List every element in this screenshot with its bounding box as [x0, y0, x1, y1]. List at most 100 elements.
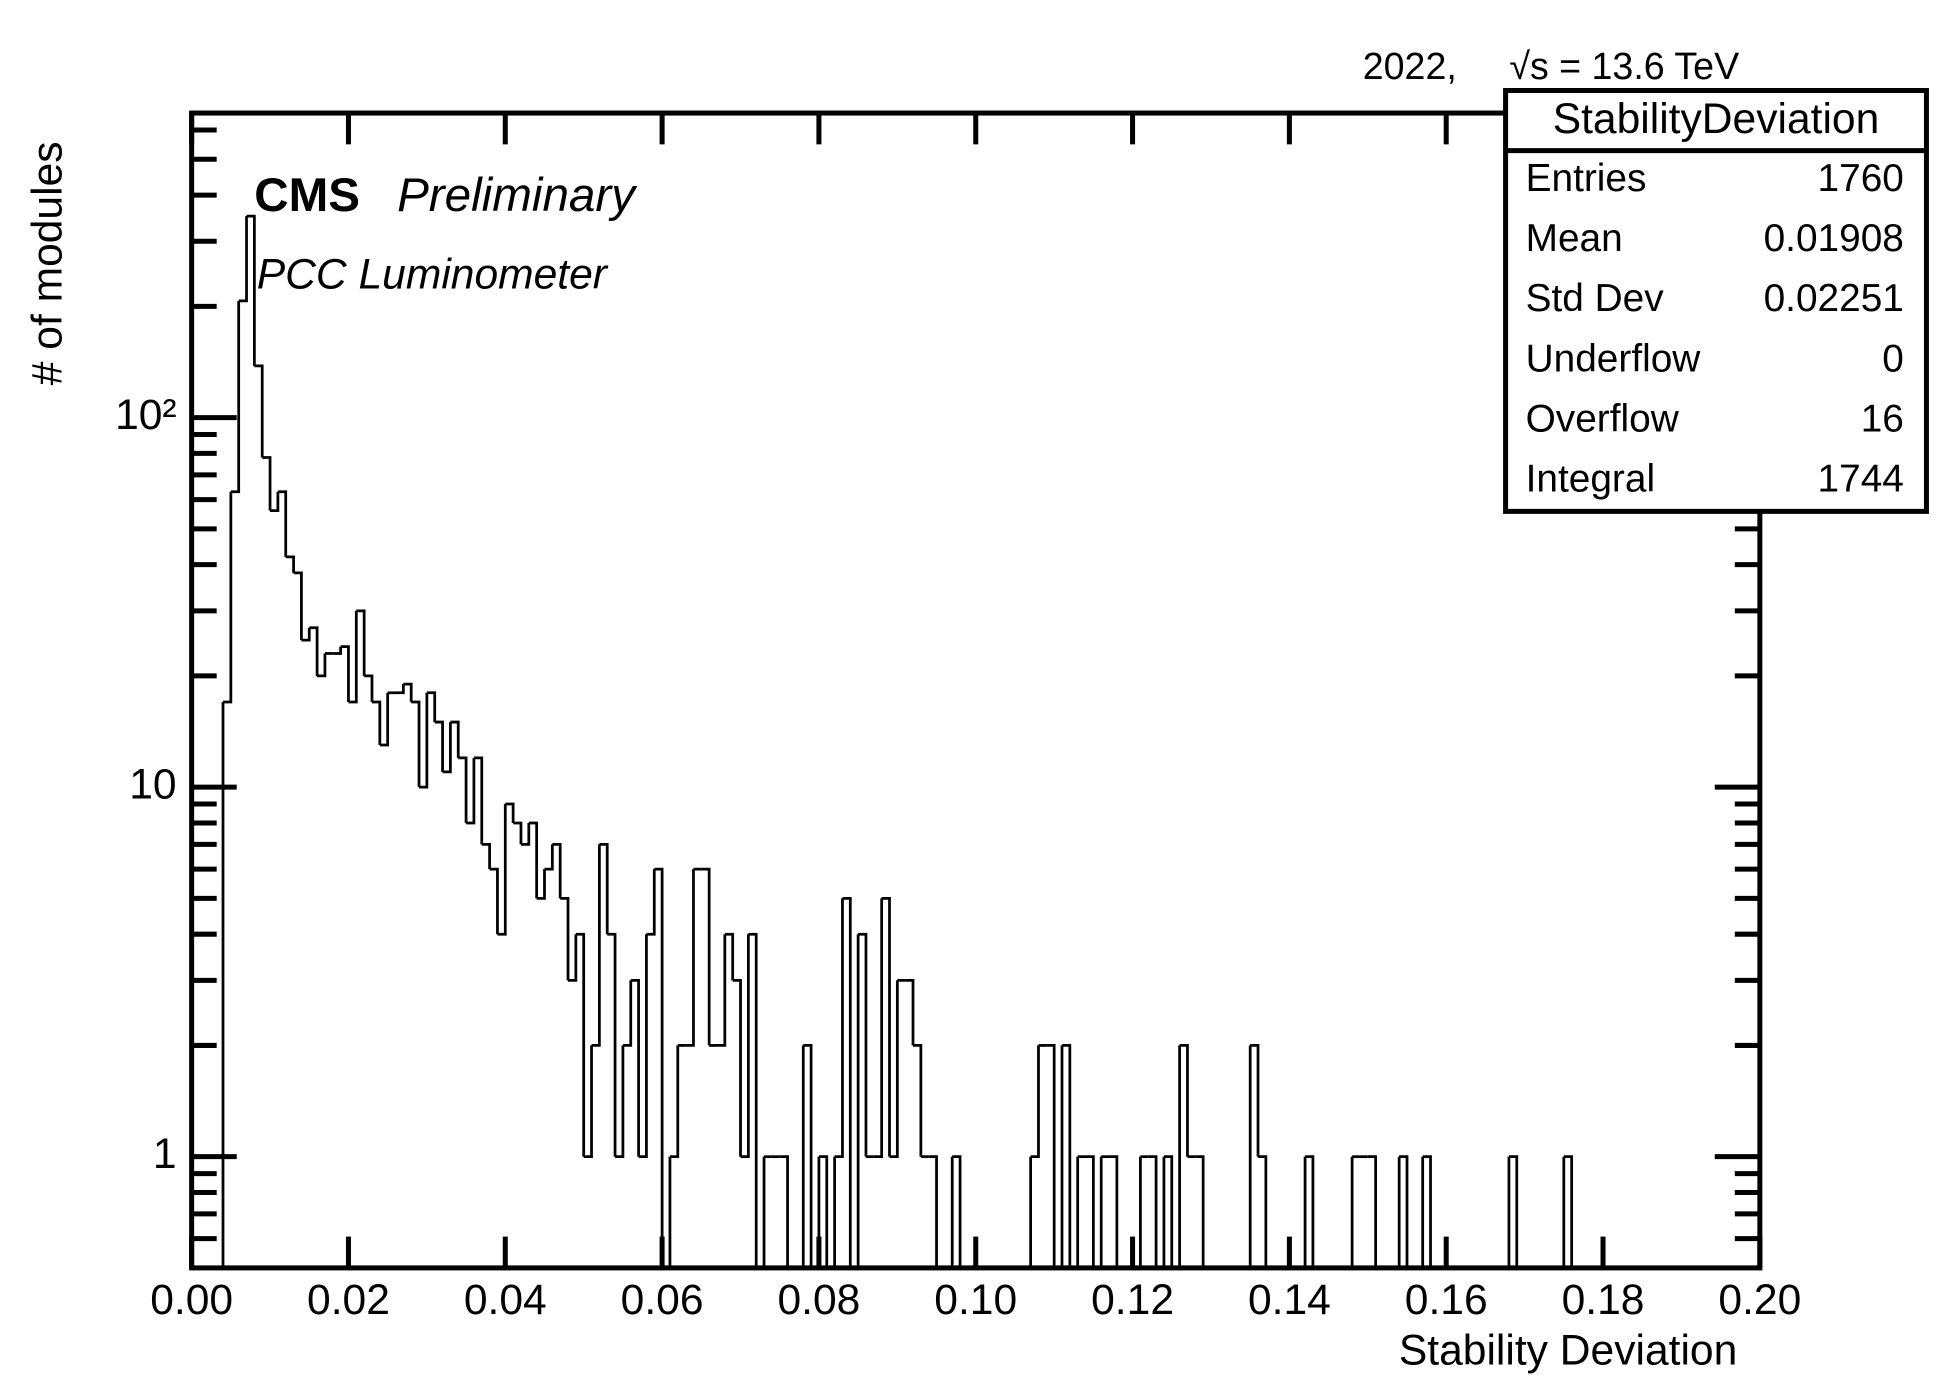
histogram-bin	[348, 610, 358, 704]
histogram-bin	[552, 843, 562, 899]
histogram-bin	[340, 645, 350, 702]
histogram-bin	[599, 843, 609, 935]
histogram-bin	[560, 897, 570, 981]
stats-label: Entries	[1526, 157, 1647, 200]
histogram-bin	[1258, 1155, 1268, 1268]
histogram-bin	[270, 491, 280, 513]
histogram-bin	[740, 934, 750, 1159]
histogram-bin	[1030, 1045, 1040, 1159]
x-tick-label: 0.00	[150, 1276, 233, 1324]
histogram-bin	[1555, 1156, 1566, 1270]
histogram-bin	[1563, 1155, 1574, 1268]
histogram-bin	[952, 1155, 962, 1268]
histogram-bin	[701, 867, 711, 1046]
histogram-bin	[615, 1045, 625, 1159]
histogram-bin	[818, 1155, 829, 1268]
y-tick-label: 10	[129, 760, 176, 808]
histogram-bin	[905, 978, 915, 1046]
stats-label: Integral	[1526, 458, 1655, 501]
histogram-bin	[591, 844, 601, 1047]
x-tick-label: 0.12	[1091, 1276, 1174, 1324]
histogram-bin	[277, 490, 288, 557]
histogram-bin	[1305, 1155, 1315, 1268]
histogram-bin	[646, 869, 656, 936]
year-label: 2022,	[1363, 45, 1457, 87]
stats-label: Std Dev	[1526, 277, 1665, 320]
histogram-bin	[1195, 1155, 1205, 1268]
histogram-bin	[575, 932, 586, 1157]
histogram-bin	[1391, 1156, 1401, 1270]
histogram-bin	[513, 821, 523, 845]
histogram-bin	[1367, 1155, 1378, 1268]
histogram-bin	[748, 932, 758, 1268]
histogram-bin	[779, 1155, 789, 1268]
histogram-bin	[944, 1156, 954, 1270]
stats-value: 16	[1861, 397, 1904, 440]
stats-value: 1744	[1818, 458, 1904, 501]
histogram-bin	[1242, 1045, 1252, 1270]
subtitle: PCC Luminometer	[257, 250, 609, 298]
histogram-bin	[732, 978, 742, 1157]
histogram-bin	[1148, 1155, 1158, 1268]
histogram-bin	[309, 626, 319, 676]
histogram-bin	[716, 934, 727, 1047]
histogram-bin	[466, 757, 476, 825]
histogram-bin	[834, 898, 844, 1159]
energy-label: √s = 13.6 TeV	[1509, 45, 1739, 87]
histogram-bin	[223, 491, 233, 704]
histogram-bin	[1109, 1155, 1119, 1268]
histogram-bin	[1179, 1044, 1189, 1157]
histogram-bin	[842, 897, 852, 1268]
histogram-bin	[889, 980, 899, 1159]
x-tick-label: 0.20	[1718, 1276, 1801, 1324]
histogram-bin	[685, 869, 695, 1047]
histogram-bin	[1046, 1044, 1056, 1268]
histogram-bin	[419, 692, 429, 789]
histogram-bin	[1344, 1156, 1354, 1270]
histogram-bin	[630, 978, 640, 1157]
histogram-bin	[505, 802, 515, 823]
histogram-bin	[1297, 1156, 1307, 1270]
histogram-bin	[1508, 1155, 1519, 1268]
histogram-bin	[654, 867, 664, 1268]
histogram-bin	[395, 684, 405, 695]
histogram-bin	[607, 932, 617, 1157]
histogram-bin	[262, 456, 272, 511]
histogram-bin	[669, 1045, 680, 1159]
histogram-bin	[458, 756, 468, 823]
x-tick-label: 0.06	[621, 1276, 704, 1324]
y-tick-label: 10²	[115, 391, 177, 439]
histogram-bin	[1250, 1044, 1260, 1157]
histogram-bin	[1399, 1155, 1409, 1268]
histogram-bin	[497, 804, 507, 936]
x-axis-label: Stability Deviation	[1399, 1326, 1737, 1374]
histogram-bin	[301, 627, 311, 642]
histogram-bin	[536, 869, 546, 900]
preliminary-label: Preliminary	[397, 169, 638, 222]
x-tick-label: 0.10	[934, 1276, 1017, 1324]
histogram-bin	[724, 932, 735, 981]
stats-label: Mean	[1526, 217, 1623, 260]
histogram-bin	[230, 300, 241, 494]
cms-label: CMS	[254, 169, 360, 222]
histogram-bin	[568, 934, 578, 982]
y-axis-label: # of modules	[23, 141, 71, 385]
histogram-bin	[473, 756, 484, 845]
histogram-bin	[254, 364, 264, 458]
histogram-bin	[520, 822, 531, 846]
stats-label: Underflow	[1526, 337, 1702, 380]
histogram-bin	[364, 674, 374, 702]
histogram-bin	[1422, 1155, 1432, 1268]
histogram-bin	[638, 934, 648, 1159]
histogram-bin	[246, 214, 256, 366]
histogram-bin	[332, 646, 343, 655]
histogram-bin	[858, 932, 868, 1157]
histogram-bin	[1022, 1156, 1033, 1270]
histogram-bin	[411, 700, 421, 788]
histogram-bin	[803, 1044, 813, 1268]
stats-value: 0	[1882, 337, 1904, 380]
histogram-bin	[371, 700, 382, 746]
x-tick-label: 0.18	[1562, 1276, 1645, 1324]
x-tick-label: 0.08	[777, 1276, 860, 1324]
